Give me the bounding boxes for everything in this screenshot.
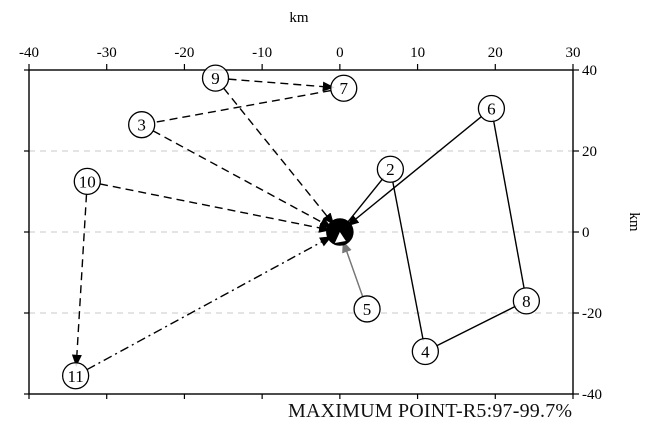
- node-2: 2: [376, 155, 405, 183]
- y-tick-label-3: -20: [582, 306, 602, 322]
- node-circle-4: [411, 337, 439, 366]
- center-marker: [326, 218, 354, 246]
- path-7-to-3: [152, 89, 332, 124]
- node-5: 5: [353, 295, 381, 323]
- y-tick-label-2: 0: [582, 225, 590, 241]
- node-10: 10: [73, 167, 101, 196]
- path-11-to-center: [86, 236, 332, 371]
- node-4: 4: [411, 337, 439, 366]
- y-axis-unit: km: [626, 212, 642, 232]
- x-tick-label-7: 30: [566, 45, 581, 61]
- node-9: 9: [201, 64, 230, 92]
- x-tick-label-6: 20: [488, 45, 503, 61]
- x-tick-label-5: 10: [410, 45, 425, 61]
- node-label-7: 7: [339, 79, 348, 98]
- node-label-6: 6: [487, 99, 496, 118]
- node-label-11: 11: [67, 367, 83, 386]
- node-circle-11: [61, 362, 90, 390]
- x-tick-label-0: -40: [19, 45, 39, 61]
- y-tick-label-4: -40: [582, 387, 602, 403]
- path-9-to-center: [223, 87, 335, 225]
- x-tick-label-2: -20: [174, 45, 194, 61]
- y-tick-label-0: 40: [582, 63, 597, 79]
- node-circle-10: [73, 167, 101, 196]
- x-tick-label-1: -30: [97, 45, 117, 61]
- node-label-5: 5: [363, 300, 372, 319]
- node-circle-9: [201, 64, 230, 92]
- x-tick-label-4: 0: [336, 45, 344, 61]
- path-4-to-8: [436, 305, 517, 347]
- node-6: 6: [477, 94, 506, 123]
- path-8-to-6: [492, 119, 525, 289]
- x-tick-label-3: -10: [252, 45, 272, 61]
- node-11: 11: [61, 362, 90, 390]
- path-9-to-7: [228, 78, 335, 92]
- path-6-to-center: [346, 116, 482, 227]
- node-circle-6: [477, 94, 506, 123]
- node-circle-3: [128, 111, 156, 139]
- node-circle-2: [376, 155, 405, 183]
- node-circle-8: [512, 287, 541, 315]
- path-layer: [71, 78, 525, 371]
- node-label-4: 4: [421, 342, 430, 361]
- path-3-to-center: [152, 130, 332, 228]
- node-circle-5: [353, 295, 381, 323]
- node-7: 7: [330, 74, 358, 102]
- center-highlight: [334, 232, 346, 243]
- path-10-to-11: [71, 194, 88, 367]
- path-5-to-center: [342, 240, 364, 297]
- node-label-10: 10: [79, 172, 96, 191]
- node-label-8: 8: [522, 292, 531, 311]
- node-layer: 2 3 4 5 6 7 8 9 10 11: [61, 64, 541, 390]
- caption: MAXIMUM POINT-R5:97-99.7%: [288, 400, 573, 422]
- node-circle-7: [330, 74, 358, 102]
- node-label-2: 2: [386, 160, 395, 179]
- node-label-3: 3: [137, 116, 146, 135]
- node-label-9: 9: [211, 69, 220, 88]
- y-tick-label-1: 20: [582, 144, 597, 160]
- path-2-to-4: [392, 181, 424, 341]
- node-3: 3: [128, 111, 156, 139]
- x-axis-unit: km: [289, 10, 309, 26]
- node-8: 8: [512, 287, 541, 315]
- grid-layer: [29, 150, 573, 314]
- path-center-to-2: [347, 177, 385, 223]
